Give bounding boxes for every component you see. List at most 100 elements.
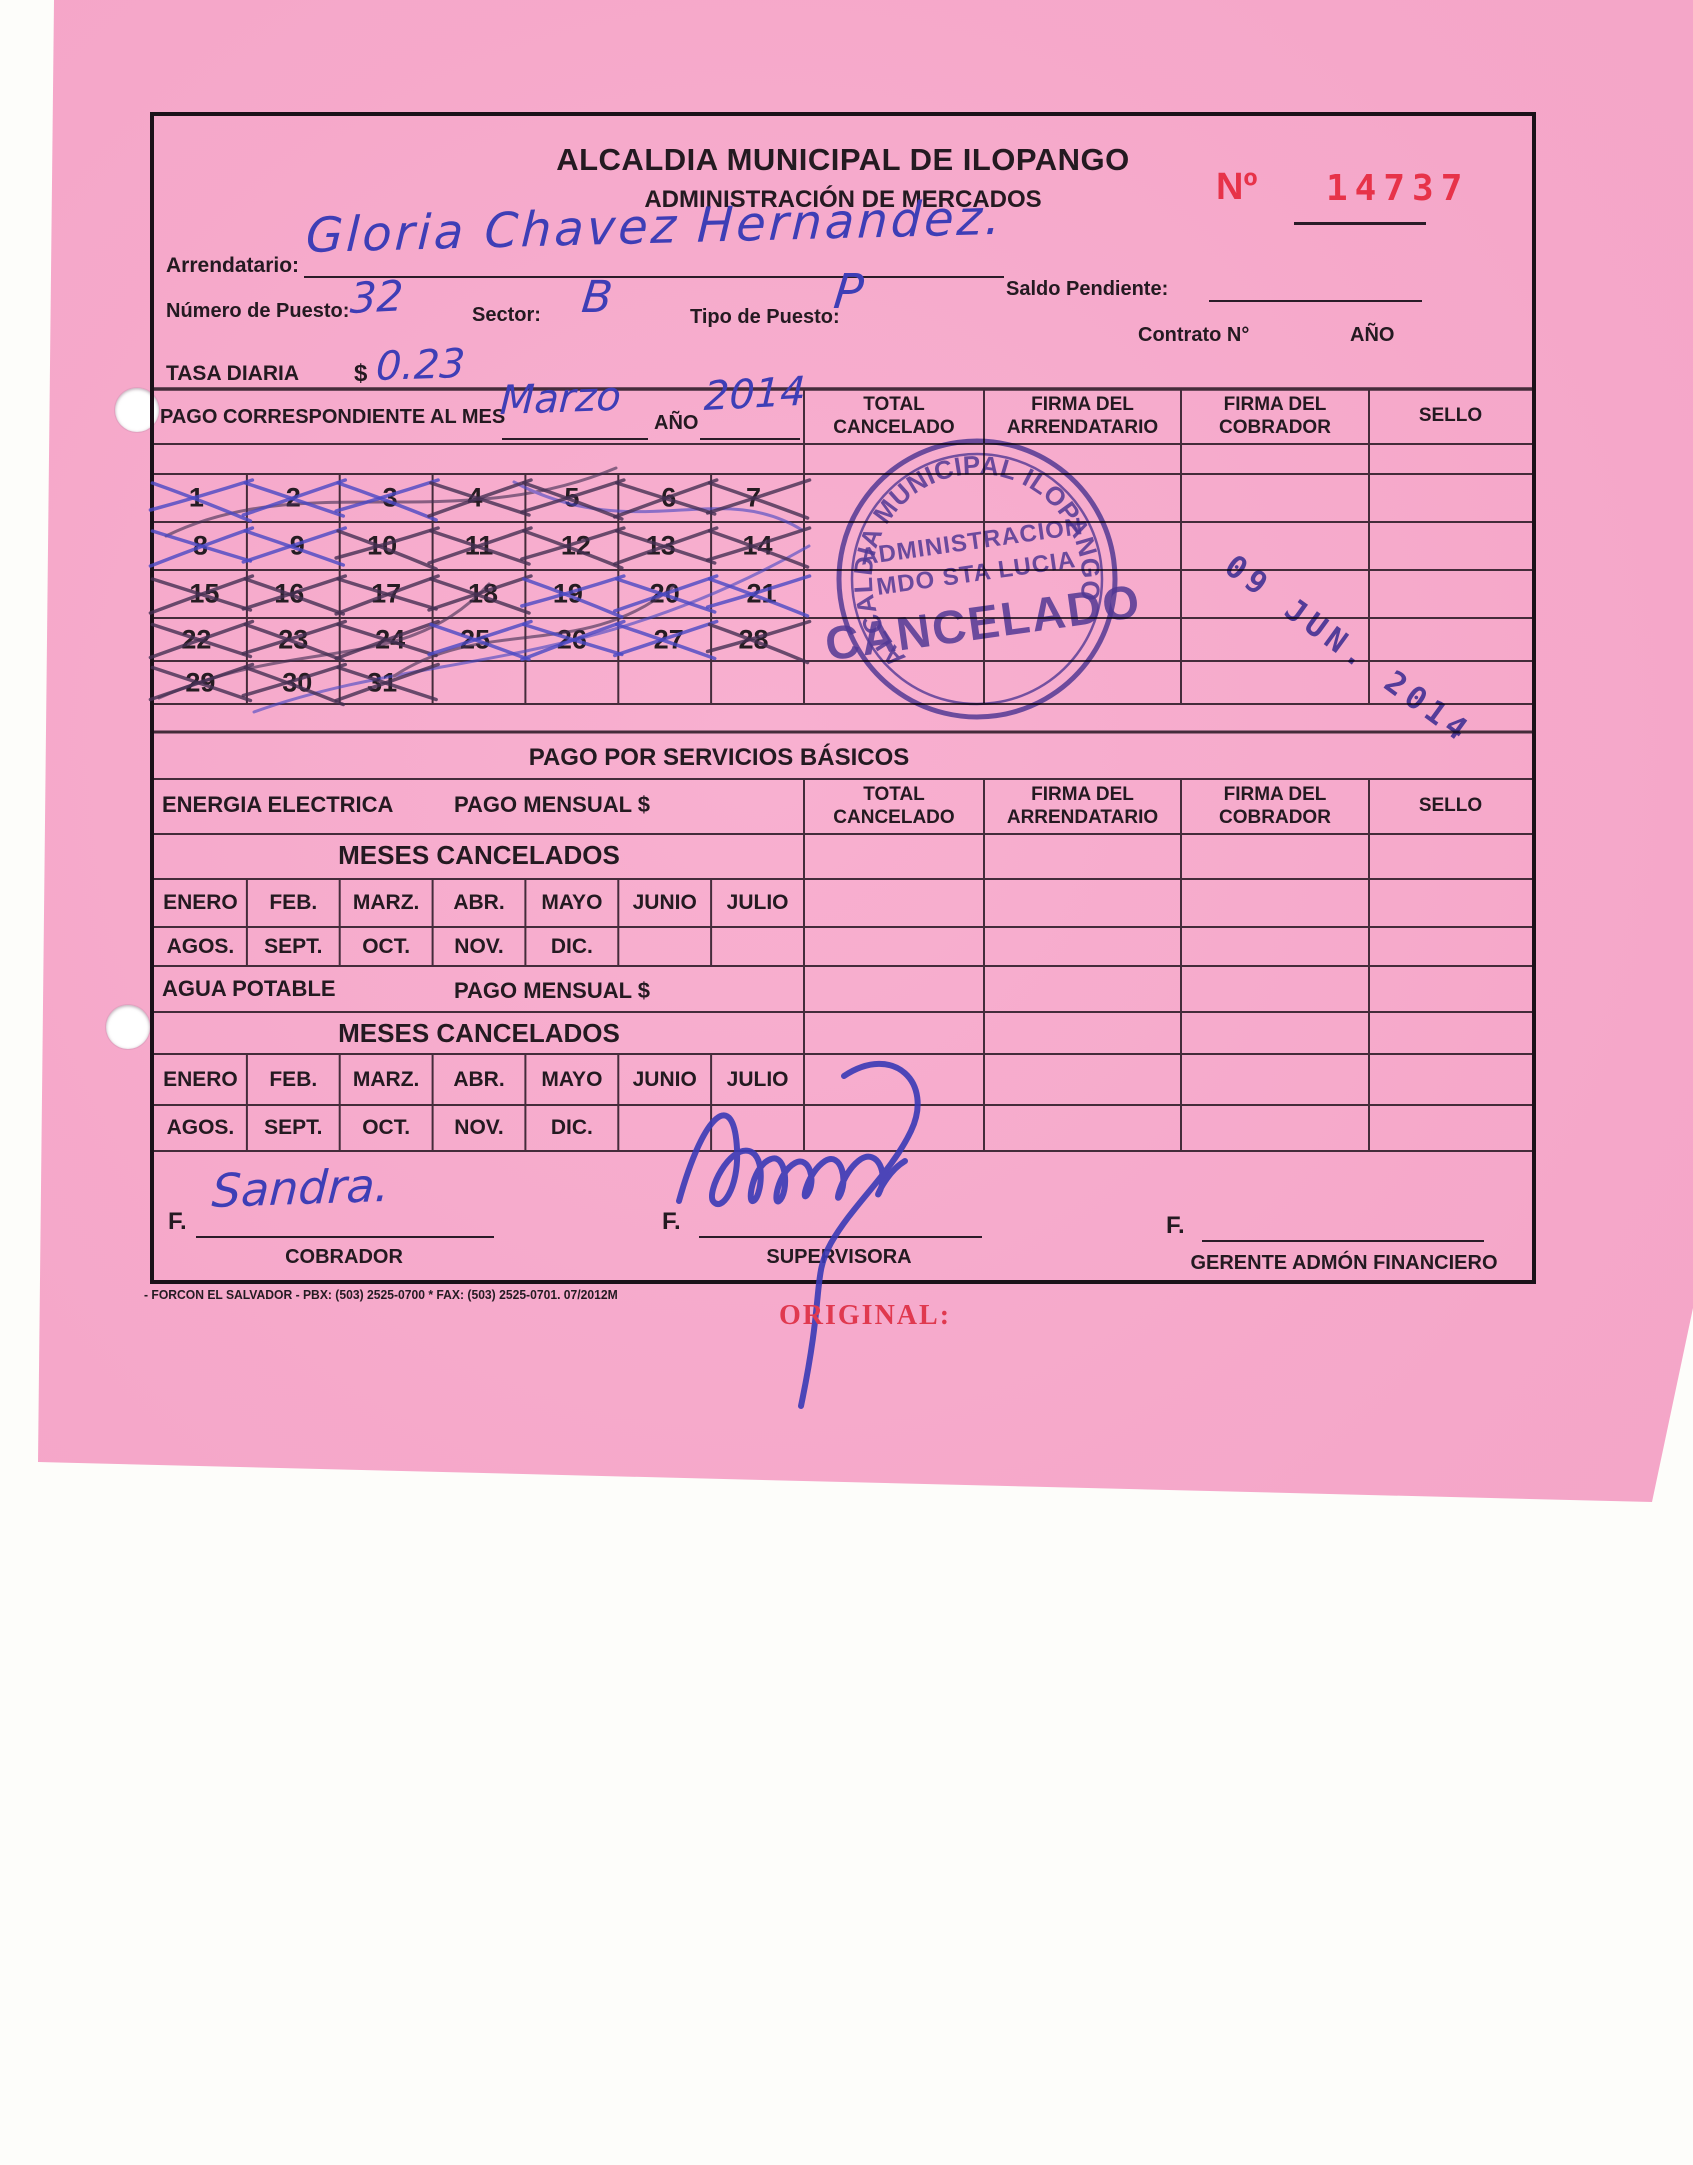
- day-cross-stroke: [150, 577, 253, 612]
- day-cross-stroke: [614, 529, 717, 565]
- month-cell: AGOS.: [166, 934, 235, 958]
- agua-pago-mensual-label: PAGO MENSUAL $: [454, 978, 650, 1003]
- day-cross-stroke: [150, 529, 253, 563]
- day-cross-stroke: [243, 481, 346, 518]
- day-cross-stroke: [707, 529, 810, 569]
- agua-meses-cancelados-label: MESES CANCELADOS: [338, 1018, 620, 1048]
- day-cross-stroke: [334, 478, 440, 513]
- cobrador-signature-handwritten: Sandra.: [210, 1157, 391, 1219]
- gerente-f-label: F.: [1166, 1212, 1185, 1239]
- month-cell: [618, 927, 711, 966]
- supervisora-f-label: F.: [662, 1208, 681, 1235]
- saldo-pendiente-underline: [1209, 300, 1422, 302]
- arrendatario-underline: [304, 276, 1004, 278]
- month-cell: DIC.: [550, 934, 593, 958]
- month-cell: JUNIO: [632, 891, 697, 914]
- month-cell: MAYO: [541, 1067, 603, 1091]
- svc-col-firma-cobrador: FIRMA DEL COBRADOR: [1219, 784, 1331, 828]
- cobrador-label: COBRADOR: [285, 1246, 403, 1268]
- day-cross-stroke: [427, 574, 533, 612]
- pago-ano-label: AÑO: [654, 412, 699, 434]
- services-title: PAGO POR SERVICIOS BÁSICOS: [528, 744, 910, 771]
- gerente-signature-line: [1202, 1240, 1484, 1242]
- month-cell: SEPT.: [264, 1116, 323, 1139]
- tasa-currency: $: [354, 360, 368, 387]
- day-cross-stroke: [705, 478, 812, 515]
- receipt-number: 14737: [1326, 168, 1470, 209]
- form-frame: ALCALDIA MUNICIPAL DE ILOPANGO ADMINISTR…: [148, 112, 1536, 1409]
- day-cross-stroke: [614, 577, 717, 614]
- agua-months-row1: ENERO FEB. MARZ. ABR. MAYO JUNIO JULIO: [154, 1054, 804, 1105]
- energia-months-row2: AGOS. SEPT. OCT. NOV. DIC.: [154, 927, 804, 966]
- day-cross-stroke: [614, 481, 717, 516]
- mes-underline: [502, 438, 648, 440]
- day-cross-stroke: [429, 622, 531, 662]
- day-cross-stroke: [150, 665, 253, 703]
- sector-label: Sector:: [472, 304, 541, 326]
- hole-punch-bottom: [106, 1005, 150, 1049]
- day-cross-stroke: [336, 481, 438, 522]
- day-cross-stroke: [522, 622, 624, 657]
- month-cell: JULIO: [726, 1067, 789, 1091]
- month-cell: OCT.: [362, 1116, 411, 1139]
- month-cell: JUNIO: [632, 1067, 697, 1091]
- receipt-number-label: Nº: [1216, 166, 1258, 208]
- day-cross-stroke: [334, 526, 440, 560]
- supervisora-label: SUPERVISORA: [766, 1246, 912, 1268]
- energia-meses-cancelados-label: MESES CANCELADOS: [338, 840, 620, 870]
- day-cross-stroke: [520, 478, 626, 514]
- energia-months-row1: ENERO FEB. MARZ. ABR. MAYO JUNIO JULIO: [154, 879, 804, 927]
- month-cell: SEPT.: [264, 934, 323, 958]
- printer-info: - FORCON EL SALVADOR - PBX: (503) 2525-0…: [144, 1288, 618, 1302]
- arrendatario-label: Arrendatario:: [166, 254, 300, 277]
- day-cross-stroke: [243, 622, 346, 663]
- day-cross-stroke: [522, 481, 624, 521]
- day-cross-stroke: [336, 665, 438, 702]
- month-cell: MARZ.: [352, 1067, 420, 1091]
- pago-mes-label: PAGO CORRESPONDIENTE AL MES: [160, 406, 506, 428]
- day-cross-stroke: [243, 577, 346, 616]
- month-cell: NOV.: [454, 1116, 504, 1139]
- month-cell: MARZ.: [352, 891, 420, 914]
- month-cell: FEB.: [269, 1067, 318, 1091]
- month-cell: ABR.: [453, 1067, 505, 1091]
- month-cell: MAYO: [541, 891, 603, 914]
- day-cross-stroke: [707, 622, 810, 665]
- day-cross-stroke: [150, 481, 253, 523]
- day-cross-stroke: [522, 529, 624, 570]
- month-cell: ABR.: [453, 891, 505, 914]
- cobrador-f-label: F.: [168, 1208, 187, 1235]
- supervisora-signature-line: [699, 1236, 982, 1238]
- day-cross-stroke: [241, 662, 348, 698]
- ano-header-label: AÑO: [1350, 324, 1395, 346]
- day-cross-stroke: [241, 574, 348, 611]
- col-firma-cobrador: FIRMA DEL COBRADOR: [1219, 394, 1331, 438]
- energia-label: ENERGIA ELECTRICA: [162, 792, 394, 817]
- day-cross-stroke: [429, 529, 531, 566]
- day-cross-stroke: [705, 574, 812, 609]
- svc-col-sello: SELLO: [1418, 795, 1483, 817]
- cancelado-stamp: ALCALDIA MUNICIPAL ILOPANGO ADMINISTRACI…: [793, 395, 1161, 763]
- page-subtitle: ADMINISTRACIÓN DE MERCADOS: [644, 186, 1042, 213]
- supervisora-signature-scribble: [676, 1061, 921, 1409]
- month-cell: NOV.: [454, 934, 504, 958]
- agua-label: AGUA POTABLE: [162, 976, 336, 1001]
- month-cell: OCT.: [362, 934, 411, 958]
- day-cross-stroke: [429, 481, 531, 517]
- month-cell: [711, 927, 804, 966]
- copy-type-label: ORIGINAL:: [779, 1300, 952, 1331]
- day-cross-stroke: [336, 577, 438, 611]
- month-cell: AGOS.: [166, 1116, 235, 1139]
- gerente-label: GERENTE ADMÓN FINANCIERO: [1190, 1252, 1498, 1274]
- day-cross-stroke: [522, 577, 624, 619]
- month-cell: ENERO: [163, 891, 238, 914]
- day-cross-stroke: [336, 622, 438, 658]
- day-cross-stroke: [148, 478, 255, 512]
- svc-col-firma-arrendatario: FIRMA DEL ARRENDATARIO: [1006, 784, 1159, 828]
- day-cross-stroke: [707, 481, 810, 520]
- col-sello: SELLO: [1418, 405, 1483, 427]
- day-cross-stroke: [243, 665, 346, 707]
- col-total-cancelado: TOTAL CANCELADO: [833, 394, 955, 438]
